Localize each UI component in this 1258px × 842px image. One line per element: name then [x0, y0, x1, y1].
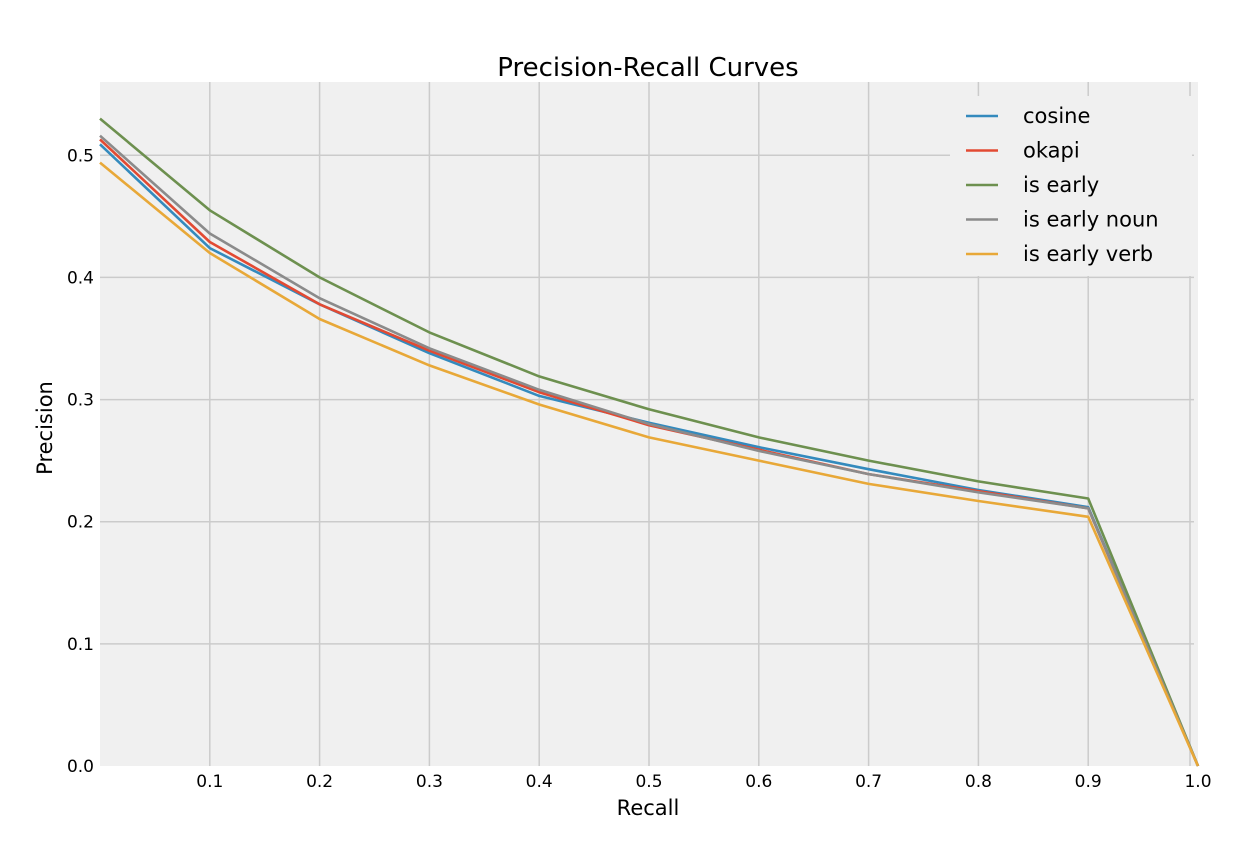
legend-label: cosine — [1023, 104, 1090, 128]
y-tick-label: 0.5 — [67, 146, 94, 166]
x-tick-label: 0.7 — [855, 772, 882, 792]
x-tick-label: 0.2 — [306, 772, 333, 792]
legend-label: is early — [1023, 173, 1099, 197]
x-tick-labels: 0.1 0.2 0.3 0.4 0.5 0.6 0.7 0.8 0.9 1.0 — [196, 772, 1211, 792]
y-tick-label: 0.2 — [67, 513, 94, 533]
series-line-is-early — [99, 117, 1200, 767]
chart-title: Precision-Recall Curves — [497, 53, 798, 83]
y-tick-label: 0.4 — [67, 268, 94, 288]
legend: cosine okapi is early is early noun is early… — [950, 96, 1192, 276]
x-tick-label: 0.5 — [635, 772, 662, 792]
series-lines — [99, 117, 1200, 767]
x-tick-label: 0.8 — [965, 772, 992, 792]
y-tick-labels: 0.0 0.1 0.2 0.3 0.4 0.5 — [67, 146, 94, 777]
legend-label: okapi — [1023, 139, 1080, 163]
legend-label: is early verb — [1023, 242, 1153, 266]
x-tick-label: 0.1 — [196, 772, 223, 792]
y-tick-label: 0.3 — [67, 391, 94, 411]
y-axis-label: Precision — [33, 381, 57, 475]
x-tick-label: 0.3 — [416, 772, 443, 792]
legend-label: is early noun — [1023, 208, 1159, 232]
series-line-is-early-verb — [99, 161, 1200, 767]
x-tick-label: 1.0 — [1184, 772, 1211, 792]
y-tick-label: 0.0 — [67, 757, 94, 777]
x-tick-label: 0.6 — [745, 772, 772, 792]
x-axis-label: Recall — [617, 796, 680, 820]
series-line-is-early-noun — [99, 134, 1200, 767]
x-tick-label: 0.9 — [1075, 772, 1102, 792]
x-tick-label: 0.4 — [526, 772, 553, 792]
y-tick-label: 0.1 — [67, 635, 94, 655]
